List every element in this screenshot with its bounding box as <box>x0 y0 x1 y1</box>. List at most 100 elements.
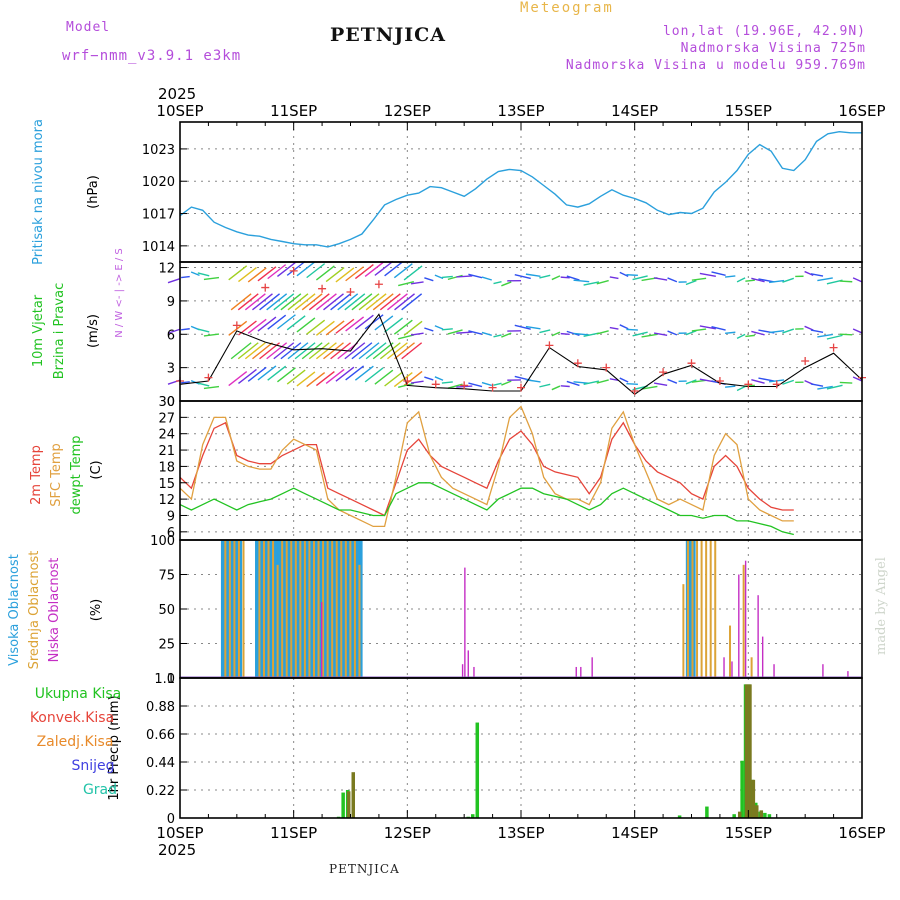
wind-arrow <box>267 314 287 330</box>
wind-arrow <box>228 371 248 387</box>
ytick-label-temperature: 27 <box>158 411 175 426</box>
cloud-bar <box>305 540 309 678</box>
ytick-label-pressure: 1014 <box>142 240 175 255</box>
wind-arrow <box>238 267 257 283</box>
ytick-label-precip: 0.44 <box>146 756 175 771</box>
date-label-top: 12SEP <box>384 102 431 120</box>
wind-arrow <box>252 342 273 360</box>
wind-arrow <box>238 368 257 385</box>
wind-arrow <box>266 293 288 311</box>
cloud-bar <box>464 567 466 678</box>
cloud-bar <box>242 540 245 678</box>
wind-arrow <box>667 277 678 283</box>
cloud-bar <box>714 540 717 678</box>
wind-arrow <box>441 328 453 331</box>
wind-arrow <box>736 385 746 392</box>
cloud-bar <box>295 540 299 678</box>
cloud-bar <box>742 564 745 678</box>
temp-label-2m: 2m Temp <box>29 445 44 505</box>
model-altitude-info: Nadmorska Visina u modelu 959.769m <box>565 58 866 73</box>
cloud-bar <box>688 540 692 678</box>
wind-arrow <box>725 275 736 278</box>
cloud-bar <box>264 540 268 678</box>
cloud-bar <box>822 664 824 678</box>
wind-arrow <box>583 380 600 385</box>
wind-arrow <box>619 271 629 277</box>
cloud-bar <box>336 540 340 678</box>
wind-arrow <box>566 330 580 337</box>
cloud-label-low: Niska Oblacnost <box>47 558 62 663</box>
year-label-top: 2025 <box>158 85 196 103</box>
wind-arrow <box>301 293 323 311</box>
wind-arrow <box>315 320 335 336</box>
wind-arrow <box>596 330 609 335</box>
wind-arrow <box>276 367 296 383</box>
wind-arrow <box>228 265 248 281</box>
cloud-bar <box>729 625 732 678</box>
year-label-bottom: 2025 <box>158 841 196 859</box>
precip-bar <box>767 814 772 818</box>
precip-bar <box>740 760 744 818</box>
wind-arrow <box>609 326 619 330</box>
wind-arrow <box>393 263 413 279</box>
wind-arrow <box>501 332 512 338</box>
ytick-label-wind: 12 <box>158 262 175 277</box>
ytick-label-temperature: 30 <box>158 395 175 410</box>
wind-arrow <box>810 383 824 387</box>
wind-arrow <box>393 371 413 388</box>
wind-arrow <box>626 274 638 277</box>
date-label-top: 14SEP <box>611 102 658 120</box>
wind-arrow <box>626 328 638 331</box>
wind-arrow <box>351 342 373 360</box>
wind-arrow <box>434 376 444 381</box>
wind-arrow <box>583 281 600 286</box>
cloud-bar <box>303 540 306 678</box>
cloud-bar <box>709 540 712 678</box>
wind-arrow <box>257 316 277 332</box>
cloud-bar <box>332 540 336 678</box>
wind-arrow <box>354 314 374 330</box>
cloud-bar <box>312 540 315 678</box>
cloud-bar <box>309 540 313 678</box>
precip-bar <box>705 806 709 818</box>
wind-arrow <box>782 379 795 385</box>
wind-arrow <box>817 385 833 390</box>
cloud-bar <box>350 540 354 678</box>
cloud-bar <box>723 657 725 678</box>
ytick-label-wind: 0 <box>167 395 175 410</box>
wind-gust-marker <box>403 376 412 385</box>
ytick-label-wind: 3 <box>167 362 175 377</box>
wind-arrow <box>351 293 373 311</box>
wind-arrow <box>345 266 365 282</box>
wind-arrow <box>384 317 404 333</box>
wind-gust-marker <box>232 321 241 330</box>
wind-arrow <box>641 333 658 338</box>
cloud-bar <box>281 540 284 678</box>
wind-arrow <box>609 378 619 381</box>
wind-arrow <box>424 376 434 381</box>
wind-arrow <box>344 293 366 311</box>
wind-gust-marker <box>630 386 639 395</box>
wind-arrow <box>398 382 414 388</box>
wind-arrow <box>751 330 765 336</box>
wind-arrow <box>839 333 853 336</box>
wind-arrow <box>257 365 277 381</box>
precip-legend-item: Konvek.Kisa <box>30 710 114 726</box>
wind-arrow <box>566 275 580 281</box>
wind-gust-marker <box>431 380 440 389</box>
cloud-bar <box>358 564 361 678</box>
ytick-label-pressure: 1023 <box>142 143 175 158</box>
wind-arrow <box>596 279 609 285</box>
wind-arrow <box>745 279 755 282</box>
wind-gust-marker <box>374 280 383 289</box>
cloud-bar <box>696 540 699 678</box>
cloud-bar <box>267 540 270 678</box>
wind-arrow <box>296 317 316 333</box>
wind-arrow <box>384 371 404 387</box>
wind-arrow <box>758 377 775 382</box>
wind-arrow <box>335 267 355 283</box>
wind-arrow <box>286 369 306 385</box>
cloud-bar <box>731 661 733 678</box>
cloud-bar <box>686 540 689 678</box>
cloud-bar <box>272 540 275 678</box>
